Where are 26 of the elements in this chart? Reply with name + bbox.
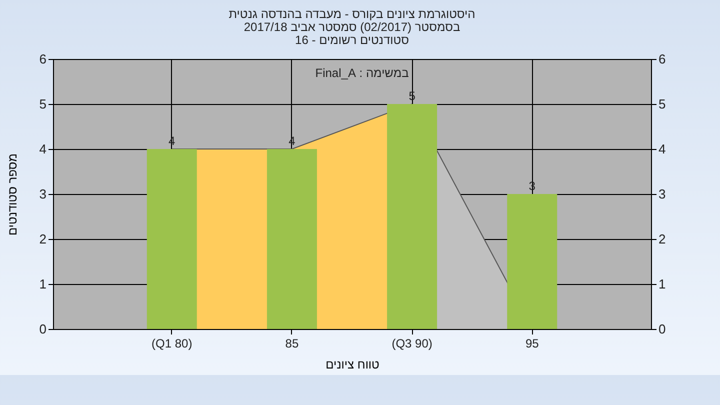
y-axis-title: מספר סטודנטים <box>5 153 20 236</box>
y-tick-label: 5 <box>39 96 46 112</box>
x-tick-label: (Q1 80) <box>152 336 192 350</box>
text: בסמסטר (02/2017) סמסטר אביב 2017/18 <box>244 20 460 34</box>
y-tick-label: 1 <box>39 276 46 292</box>
y2-tick-label: 1 <box>658 276 666 292</box>
x-tick-label: 95 <box>525 336 540 350</box>
x-tick-label: 85 <box>285 336 299 350</box>
annotation: במשימה : Final_A <box>315 66 409 80</box>
bar <box>266 149 317 329</box>
bar <box>146 149 197 329</box>
x-tick-label: (Q3 90) <box>392 336 432 350</box>
y-tick-label: 0 <box>39 322 46 336</box>
y2-tick-label: 5 <box>658 96 666 112</box>
y2-tick-label: 6 <box>658 52 666 66</box>
y2-tick-label: 3 <box>658 186 666 202</box>
y-tick-label: 4 <box>39 142 46 156</box>
y-tick-label: 3 <box>39 186 46 202</box>
y-tick-label: 2 <box>39 232 46 246</box>
y2-tick-label: 2 <box>658 232 666 246</box>
y2-tick-label: 4 <box>658 142 666 156</box>
text: היסטוגרמת ציונים בקורס - מעבדה בהנדסה גנטית <box>228 7 476 21</box>
text: סטודנטים רשומים - 16 <box>295 33 409 47</box>
x-axis-title: טווח ציונים <box>326 358 380 372</box>
y-tick-label: 6 <box>39 52 46 66</box>
y2-tick-label: 0 <box>658 322 666 336</box>
